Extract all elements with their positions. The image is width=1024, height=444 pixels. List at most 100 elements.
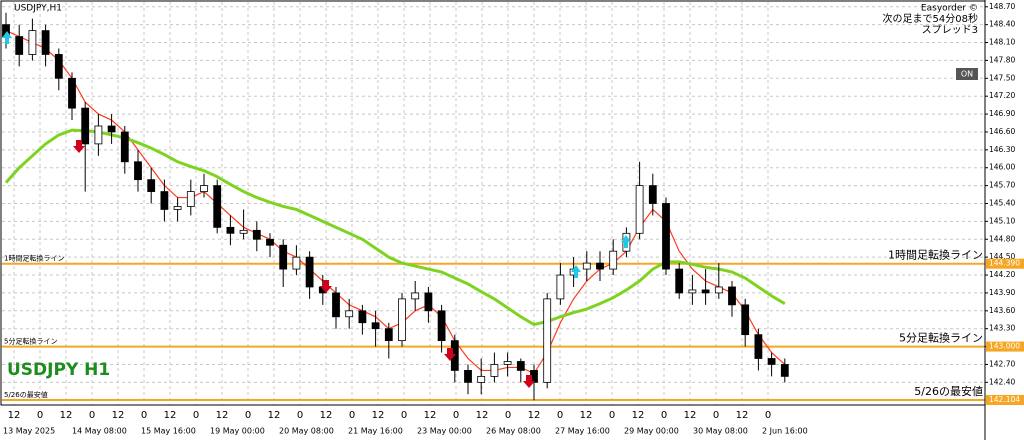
hour-label: 12 xyxy=(684,410,697,421)
on-button-label[interactable]: ON xyxy=(961,70,973,79)
y-tick-label: 148.70 xyxy=(989,2,1015,11)
y-tick-label: 144.80 xyxy=(989,234,1015,243)
candle-body xyxy=(371,322,380,330)
candle-body xyxy=(437,310,446,342)
hour-label: 0 xyxy=(505,410,511,421)
y-tick-label: 143.30 xyxy=(989,324,1015,333)
sell-arrow xyxy=(444,348,456,361)
watermark: USDJPY H1 xyxy=(7,360,110,380)
hour-label: 12 xyxy=(320,410,333,421)
candle-body xyxy=(741,304,750,336)
moving-average xyxy=(4,128,786,327)
hour-label: 12 xyxy=(736,410,749,421)
level-label: 1時間足転換ライン xyxy=(888,249,983,262)
level-price-box xyxy=(986,258,1024,269)
candle-body xyxy=(15,36,24,55)
date-label: 14 May 08:00 xyxy=(72,427,127,436)
candle-body xyxy=(279,244,288,270)
level-price-box xyxy=(986,341,1024,352)
candle-body xyxy=(543,298,552,383)
hour-label: 12 xyxy=(632,410,645,421)
hour-label: 0 xyxy=(557,410,563,421)
candle-body xyxy=(134,161,142,181)
candle-body xyxy=(714,286,723,294)
level-label-small: 5分足転換ライン xyxy=(4,337,57,346)
hour-label: 12 xyxy=(528,410,541,421)
hour-label: 0 xyxy=(297,410,303,421)
moving-average xyxy=(5,30,786,375)
y-tick-label: 143.60 xyxy=(989,306,1015,315)
on-button[interactable] xyxy=(956,68,978,80)
candle-body xyxy=(728,286,736,306)
hour-label: 0 xyxy=(401,410,407,421)
level-label-small: 5/26の最安値 xyxy=(4,390,48,399)
candle-body xyxy=(147,179,156,192)
candle-body xyxy=(332,292,340,318)
date-label: 27 May 16:00 xyxy=(555,427,610,436)
candle-body xyxy=(767,358,776,365)
level-label: 5分足転換ライン xyxy=(899,332,983,345)
y-tick-label: 146.60 xyxy=(989,127,1015,136)
hour-label: 0 xyxy=(349,410,355,421)
candle-body xyxy=(94,125,103,145)
plot xyxy=(2,2,985,405)
y-tick-label: 145.70 xyxy=(989,181,1015,190)
candle-body xyxy=(398,298,406,342)
candle-body xyxy=(239,229,248,234)
candle-body xyxy=(411,292,420,300)
candle-body xyxy=(120,131,129,163)
candle-body xyxy=(675,268,684,294)
spread: スプレッド3 xyxy=(922,24,978,36)
candle-body xyxy=(648,185,657,204)
date-label: 13 May 2025 xyxy=(3,427,55,436)
sell-arrow xyxy=(320,280,332,293)
hour-label: 12 xyxy=(216,410,229,421)
hour-label: 0 xyxy=(609,410,615,421)
candle-body xyxy=(252,229,261,240)
candle-body xyxy=(596,262,604,270)
hour-label: 0 xyxy=(193,410,199,421)
candle-body xyxy=(81,107,90,145)
candle-body xyxy=(160,191,169,210)
buy-arrow xyxy=(571,265,581,278)
hour-label: 0 xyxy=(713,410,719,421)
signal-arrows xyxy=(2,31,631,388)
sell-arrow xyxy=(523,375,535,388)
candle-body xyxy=(54,54,63,79)
hour-label: 12 xyxy=(164,410,177,421)
hour-label: 0 xyxy=(141,410,147,421)
candle-body xyxy=(556,274,565,300)
level-label: 5/26の最安値 xyxy=(914,384,983,398)
candle-body xyxy=(780,364,789,377)
hour-label: 0 xyxy=(89,410,95,421)
hour-label: 12 xyxy=(60,410,73,421)
sell-arrow xyxy=(73,140,85,153)
panel-name: Easyorder © xyxy=(921,4,978,14)
hour-label: 12 xyxy=(268,410,281,421)
candle-body xyxy=(516,361,525,371)
hour-label: 12 xyxy=(476,410,489,421)
candle-body xyxy=(582,262,591,270)
hour-label: 0 xyxy=(245,410,251,421)
y-tick-label: 142.70 xyxy=(989,359,1015,368)
countdown: 次の足まで54分08秒 xyxy=(883,12,978,25)
candle-body xyxy=(68,77,76,109)
y-tick-label: 147.50 xyxy=(989,73,1015,82)
y-tick-label: 147.80 xyxy=(989,55,1015,64)
hour-label: 0 xyxy=(765,410,771,421)
candle-body xyxy=(173,206,182,210)
level-price-box xyxy=(986,394,1024,405)
candle-body xyxy=(358,310,367,324)
y-tick-label: 147.20 xyxy=(989,91,1015,100)
candle-body xyxy=(292,256,301,270)
hour-label: 0 xyxy=(453,410,459,421)
hour-label: 12 xyxy=(112,410,125,421)
candle-body xyxy=(701,289,710,294)
level-label-small: 1時間足転換ライン xyxy=(4,254,64,263)
candle-body xyxy=(635,185,644,234)
buy-arrow xyxy=(2,31,12,44)
hour-label: 12 xyxy=(580,410,593,421)
date-label: 29 May 00:00 xyxy=(624,427,679,436)
buy-arrow xyxy=(621,235,631,248)
